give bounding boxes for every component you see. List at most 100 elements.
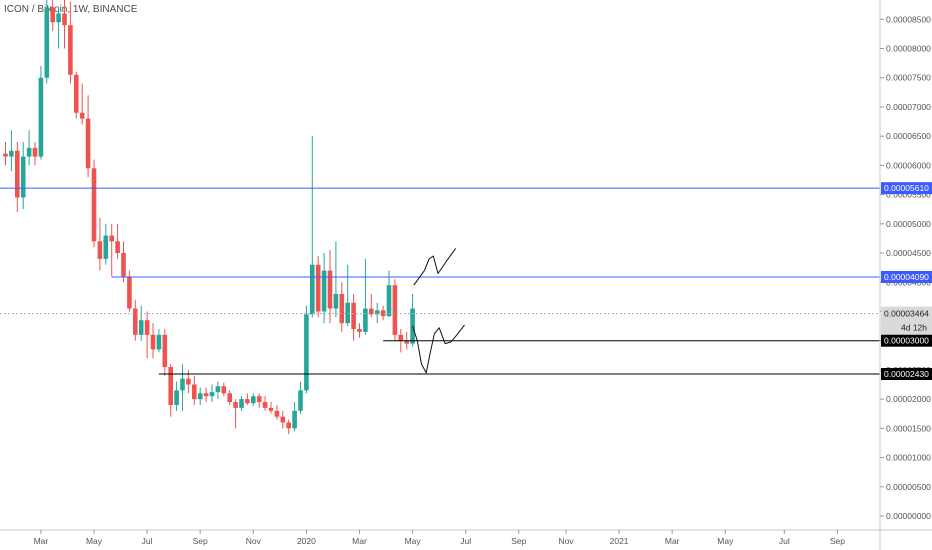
candle-body[interactable] [298,390,303,411]
candle-body[interactable] [256,396,262,403]
candle-body[interactable] [174,390,179,405]
y-tick-label: 0.00000000 [886,511,931,521]
x-tick-label: May [717,536,734,546]
candle-body[interactable] [44,7,50,78]
candle-body[interactable] [227,393,232,403]
candle-body[interactable] [38,77,44,157]
x-tick-label: Sep [193,536,208,546]
candle-body[interactable] [203,393,209,397]
projection-path[interactable] [413,248,457,286]
candle-body[interactable] [245,399,250,404]
candle-body[interactable] [357,329,362,332]
price-tag [881,367,932,380]
candle-body[interactable] [150,334,156,350]
candle-body[interactable] [144,320,150,335]
candle-body[interactable] [85,118,91,169]
candle-body[interactable] [404,340,409,344]
candle-body[interactable] [369,308,374,315]
price-axis[interactable]: 0.00008500 0.00008000 0.00007500 0.00007000… [880,14,931,521]
candle-body[interactable] [15,150,20,198]
candle-body[interactable] [262,402,268,408]
x-tick-label: Nov [558,536,574,546]
candle-body[interactable] [133,308,138,335]
y-tick-label: 0.00007000 [886,102,931,112]
candle-body[interactable] [209,392,215,397]
candle-body[interactable] [251,396,256,404]
candle-body[interactable] [20,156,26,198]
candle-body[interactable] [339,293,345,324]
candle-body[interactable] [68,25,73,75]
time-axis[interactable]: Mar May Jul Sep Nov 2020 Mar May Jul Sep Nov 2021 Ma… [34,530,846,546]
candle-body[interactable] [186,378,191,385]
candle-body[interactable] [56,13,61,23]
candle-body[interactable] [50,7,55,23]
candle-body[interactable] [74,74,79,113]
candle-body[interactable] [180,378,185,391]
candle-body[interactable] [274,410,280,417]
candle-body[interactable] [380,310,386,317]
candle-body[interactable] [215,386,221,393]
price-tag-label: 0.00002430 [884,369,929,379]
price-tag-label: 0.00005610 [884,183,929,193]
candle-body[interactable] [292,410,297,429]
price-tag [881,270,932,283]
x-tick-label: Sep [830,536,845,546]
candle-body[interactable] [310,264,315,315]
candle-body[interactable] [398,334,404,341]
candle-body[interactable] [351,302,356,330]
candle-body[interactable] [9,150,14,157]
y-tick-label: 0.00002000 [886,394,931,404]
candle-body[interactable] [79,112,85,119]
candle-body[interactable] [26,147,32,157]
candle-body[interactable] [239,399,244,408]
y-tick-label: 0.00008500 [886,14,931,24]
candle-body[interactable] [156,334,162,350]
candle-body[interactable] [386,285,392,317]
candle-body[interactable] [363,308,368,332]
candle-body[interactable] [109,235,114,242]
candle-body[interactable] [410,308,415,344]
candle-body[interactable] [321,270,327,312]
x-tick-label: Mar [352,536,367,546]
candle-body[interactable] [103,235,109,259]
x-tick-label: Mar [665,536,680,546]
candle-body[interactable] [127,276,132,309]
y-tick-label: 0.00005500 [886,190,931,200]
candle-body[interactable] [268,407,274,411]
projection-drawings [412,248,465,374]
candle-body[interactable] [392,285,398,335]
candle-body[interactable] [333,293,339,309]
candle-body[interactable] [121,253,126,277]
projection-path[interactable] [412,324,465,374]
candle-body[interactable] [233,402,238,408]
candle-body[interactable] [97,241,103,259]
candle-body[interactable] [286,422,291,429]
candle-body[interactable] [304,314,309,391]
candle-body[interactable] [374,310,380,315]
candle-body[interactable] [62,13,67,26]
candle-body[interactable] [280,416,286,423]
x-tick-label: Jul [779,536,790,546]
candle-body[interactable] [168,366,173,405]
candle-body[interactable] [221,386,227,394]
candle-body[interactable] [192,384,197,400]
candle-body[interactable] [91,168,97,242]
candle-body[interactable] [197,393,203,400]
price-tags: 0.00005610 0.00004090 0.00003000 0.00002430… [881,182,932,380]
x-tick-label: 2021 [610,536,629,546]
x-tick-label: May [86,536,103,546]
candle-body[interactable] [115,241,120,254]
candle-body[interactable] [162,334,168,367]
current-price-label: 0.00003464 [884,309,929,319]
candle-body[interactable] [3,153,8,157]
candle-body[interactable] [315,264,321,312]
candle-body[interactable] [345,302,350,324]
candle-body[interactable] [32,147,38,157]
candle-body[interactable] [138,320,144,335]
candle-body[interactable] [327,270,333,309]
y-tick-label: 0.00005000 [886,219,931,229]
y-tick-label: 0.00001500 [886,423,931,433]
bar-countdown-label: 4d 12h [901,323,927,333]
y-tick-label: 0.00004500 [886,248,931,258]
